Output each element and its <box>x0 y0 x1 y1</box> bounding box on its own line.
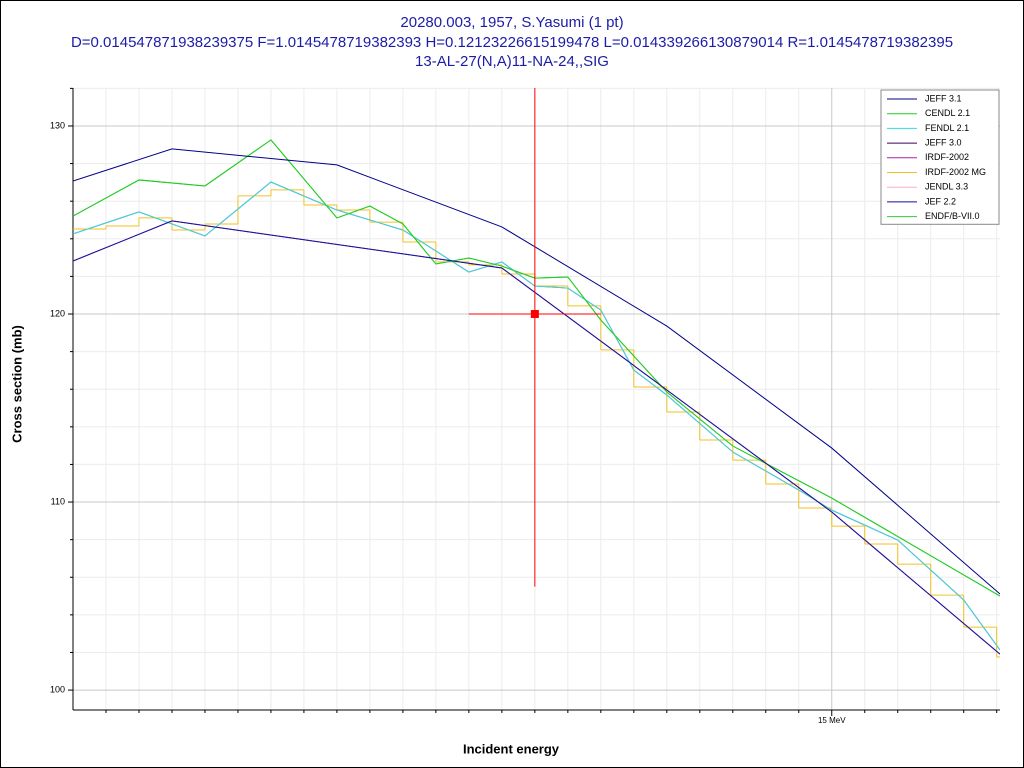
x-axis-label: Incident energy <box>463 741 560 756</box>
y-axis-label: Cross section (mb) <box>9 325 24 443</box>
legend-label: ENDF/B-VII.0 <box>925 211 980 221</box>
legend-label: JEFF 3.1 <box>925 93 962 103</box>
legend-label: IRDF-2002 <box>925 152 969 162</box>
chart-subtitle: D=0.014547871938239375 F=1.0145478719382… <box>71 34 953 51</box>
legend-label: IRDF-2002 MG <box>925 167 986 177</box>
legend-label: CENDL 2.1 <box>925 108 970 118</box>
legend-label: JENDL 3.3 <box>925 182 968 192</box>
series-line <box>73 220 1000 655</box>
chart-title: 20280.003, 1957, S.Yasumi (1 pt) <box>400 14 623 31</box>
series-line <box>73 181 1000 651</box>
x-tick-label: 15 MeV <box>818 716 846 725</box>
y-tick-label: 130 <box>50 120 65 130</box>
legend-box <box>880 89 1000 225</box>
series-line <box>73 148 1000 595</box>
series-line <box>73 139 1000 597</box>
data-point <box>530 310 539 319</box>
chart-reaction: 13-AL-27(N,A)11-NA-24,,SIG <box>415 53 609 70</box>
series-group <box>73 88 1000 658</box>
y-tick-label: 100 <box>50 684 65 694</box>
y-tick-label: 110 <box>51 496 65 506</box>
plot-area <box>73 88 1000 710</box>
legend-label: FENDL 2.1 <box>925 123 969 133</box>
y-tick-label: 120 <box>50 308 65 318</box>
legend-label: JEFF 3.0 <box>925 137 962 147</box>
legend-label: JEF 2.2 <box>925 196 956 206</box>
